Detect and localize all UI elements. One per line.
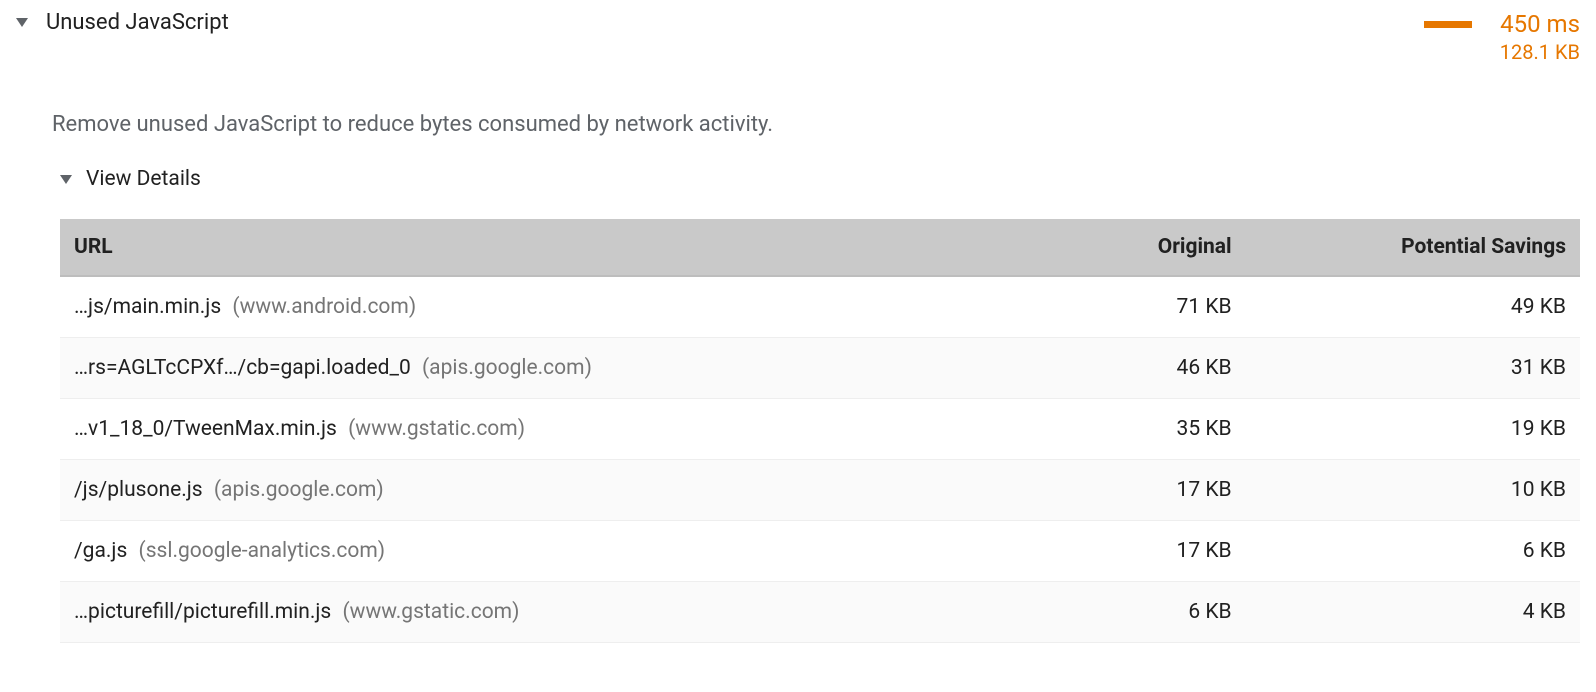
chevron-down-icon [60,175,72,184]
cell-original: 17 KB [972,521,1246,582]
url-path: …picturefill/picturefill.min.js [74,600,331,624]
chevron-down-icon [16,18,28,27]
audit-metric: 450 ms 128.1 KB [1380,10,1580,64]
url-host: (apis.google.com) [422,356,592,380]
cell-url: …picturefill/picturefill.min.js (www.gst… [60,582,972,643]
col-header-original: Original [972,219,1246,276]
cell-url: …js/main.min.js (www.android.com) [60,276,972,338]
url-path: …rs=AGLTcCPXf…/cb=gapi.loaded_0 [74,356,411,380]
url-host: (apis.google.com) [214,478,384,502]
url-path: /ga.js [74,539,127,563]
url-host: (www.gstatic.com) [342,600,519,624]
audit-description: Remove unused JavaScript to reduce bytes… [52,112,1580,137]
audit-unused-javascript: Unused JavaScript 450 ms 128.1 KB Remove… [16,10,1580,643]
cell-savings: 6 KB [1246,521,1580,582]
table-row[interactable]: …js/main.min.js (www.android.com)71 KB49… [60,276,1580,338]
cell-original: 6 KB [972,582,1246,643]
cell-url: /ga.js (ssl.google-analytics.com) [60,521,972,582]
cell-url: /js/plusone.js (apis.google.com) [60,460,972,521]
audit-body: Remove unused JavaScript to reduce bytes… [52,112,1580,643]
url-host: (www.android.com) [232,295,416,319]
metric-size: 128.1 KB [1500,40,1580,64]
col-header-url: URL [60,219,972,276]
cell-original: 71 KB [972,276,1246,338]
cell-url: …rs=AGLTcCPXf…/cb=gapi.loaded_0 (apis.go… [60,338,972,399]
view-details-label: View Details [86,167,201,191]
url-path: …js/main.min.js [74,295,221,319]
cell-original: 46 KB [972,338,1246,399]
url-path: …v1_18_0/TweenMax.min.js [74,417,337,441]
table-row[interactable]: /js/plusone.js (apis.google.com)17 KB10 … [60,460,1580,521]
cell-original: 35 KB [972,399,1246,460]
cell-savings: 49 KB [1246,276,1580,338]
cell-savings: 10 KB [1246,460,1580,521]
table-row[interactable]: /ga.js (ssl.google-analytics.com)17 KB6 … [60,521,1580,582]
url-host: (www.gstatic.com) [348,417,525,441]
url-host: (ssl.google-analytics.com) [139,539,386,563]
metric-row: 450 ms [1424,10,1580,38]
sparkline-bar-icon [1424,21,1472,28]
audit-header[interactable]: Unused JavaScript 450 ms 128.1 KB [16,10,1580,64]
table-row[interactable]: …v1_18_0/TweenMax.min.js (www.gstatic.co… [60,399,1580,460]
cell-url: …v1_18_0/TweenMax.min.js (www.gstatic.co… [60,399,972,460]
metric-time: 450 ms [1500,10,1580,38]
view-details-toggle[interactable]: View Details [60,167,1580,191]
cell-savings: 31 KB [1246,338,1580,399]
url-path: /js/plusone.js [74,478,203,502]
details-table: URL Original Potential Savings …js/main.… [60,219,1580,643]
table-row[interactable]: …rs=AGLTcCPXf…/cb=gapi.loaded_0 (apis.go… [60,338,1580,399]
audit-title: Unused JavaScript [46,10,229,35]
table-header: URL Original Potential Savings [60,219,1580,276]
table-body: …js/main.min.js (www.android.com)71 KB49… [60,276,1580,643]
table-row[interactable]: …picturefill/picturefill.min.js (www.gst… [60,582,1580,643]
cell-original: 17 KB [972,460,1246,521]
col-header-savings: Potential Savings [1246,219,1580,276]
cell-savings: 19 KB [1246,399,1580,460]
cell-savings: 4 KB [1246,582,1580,643]
